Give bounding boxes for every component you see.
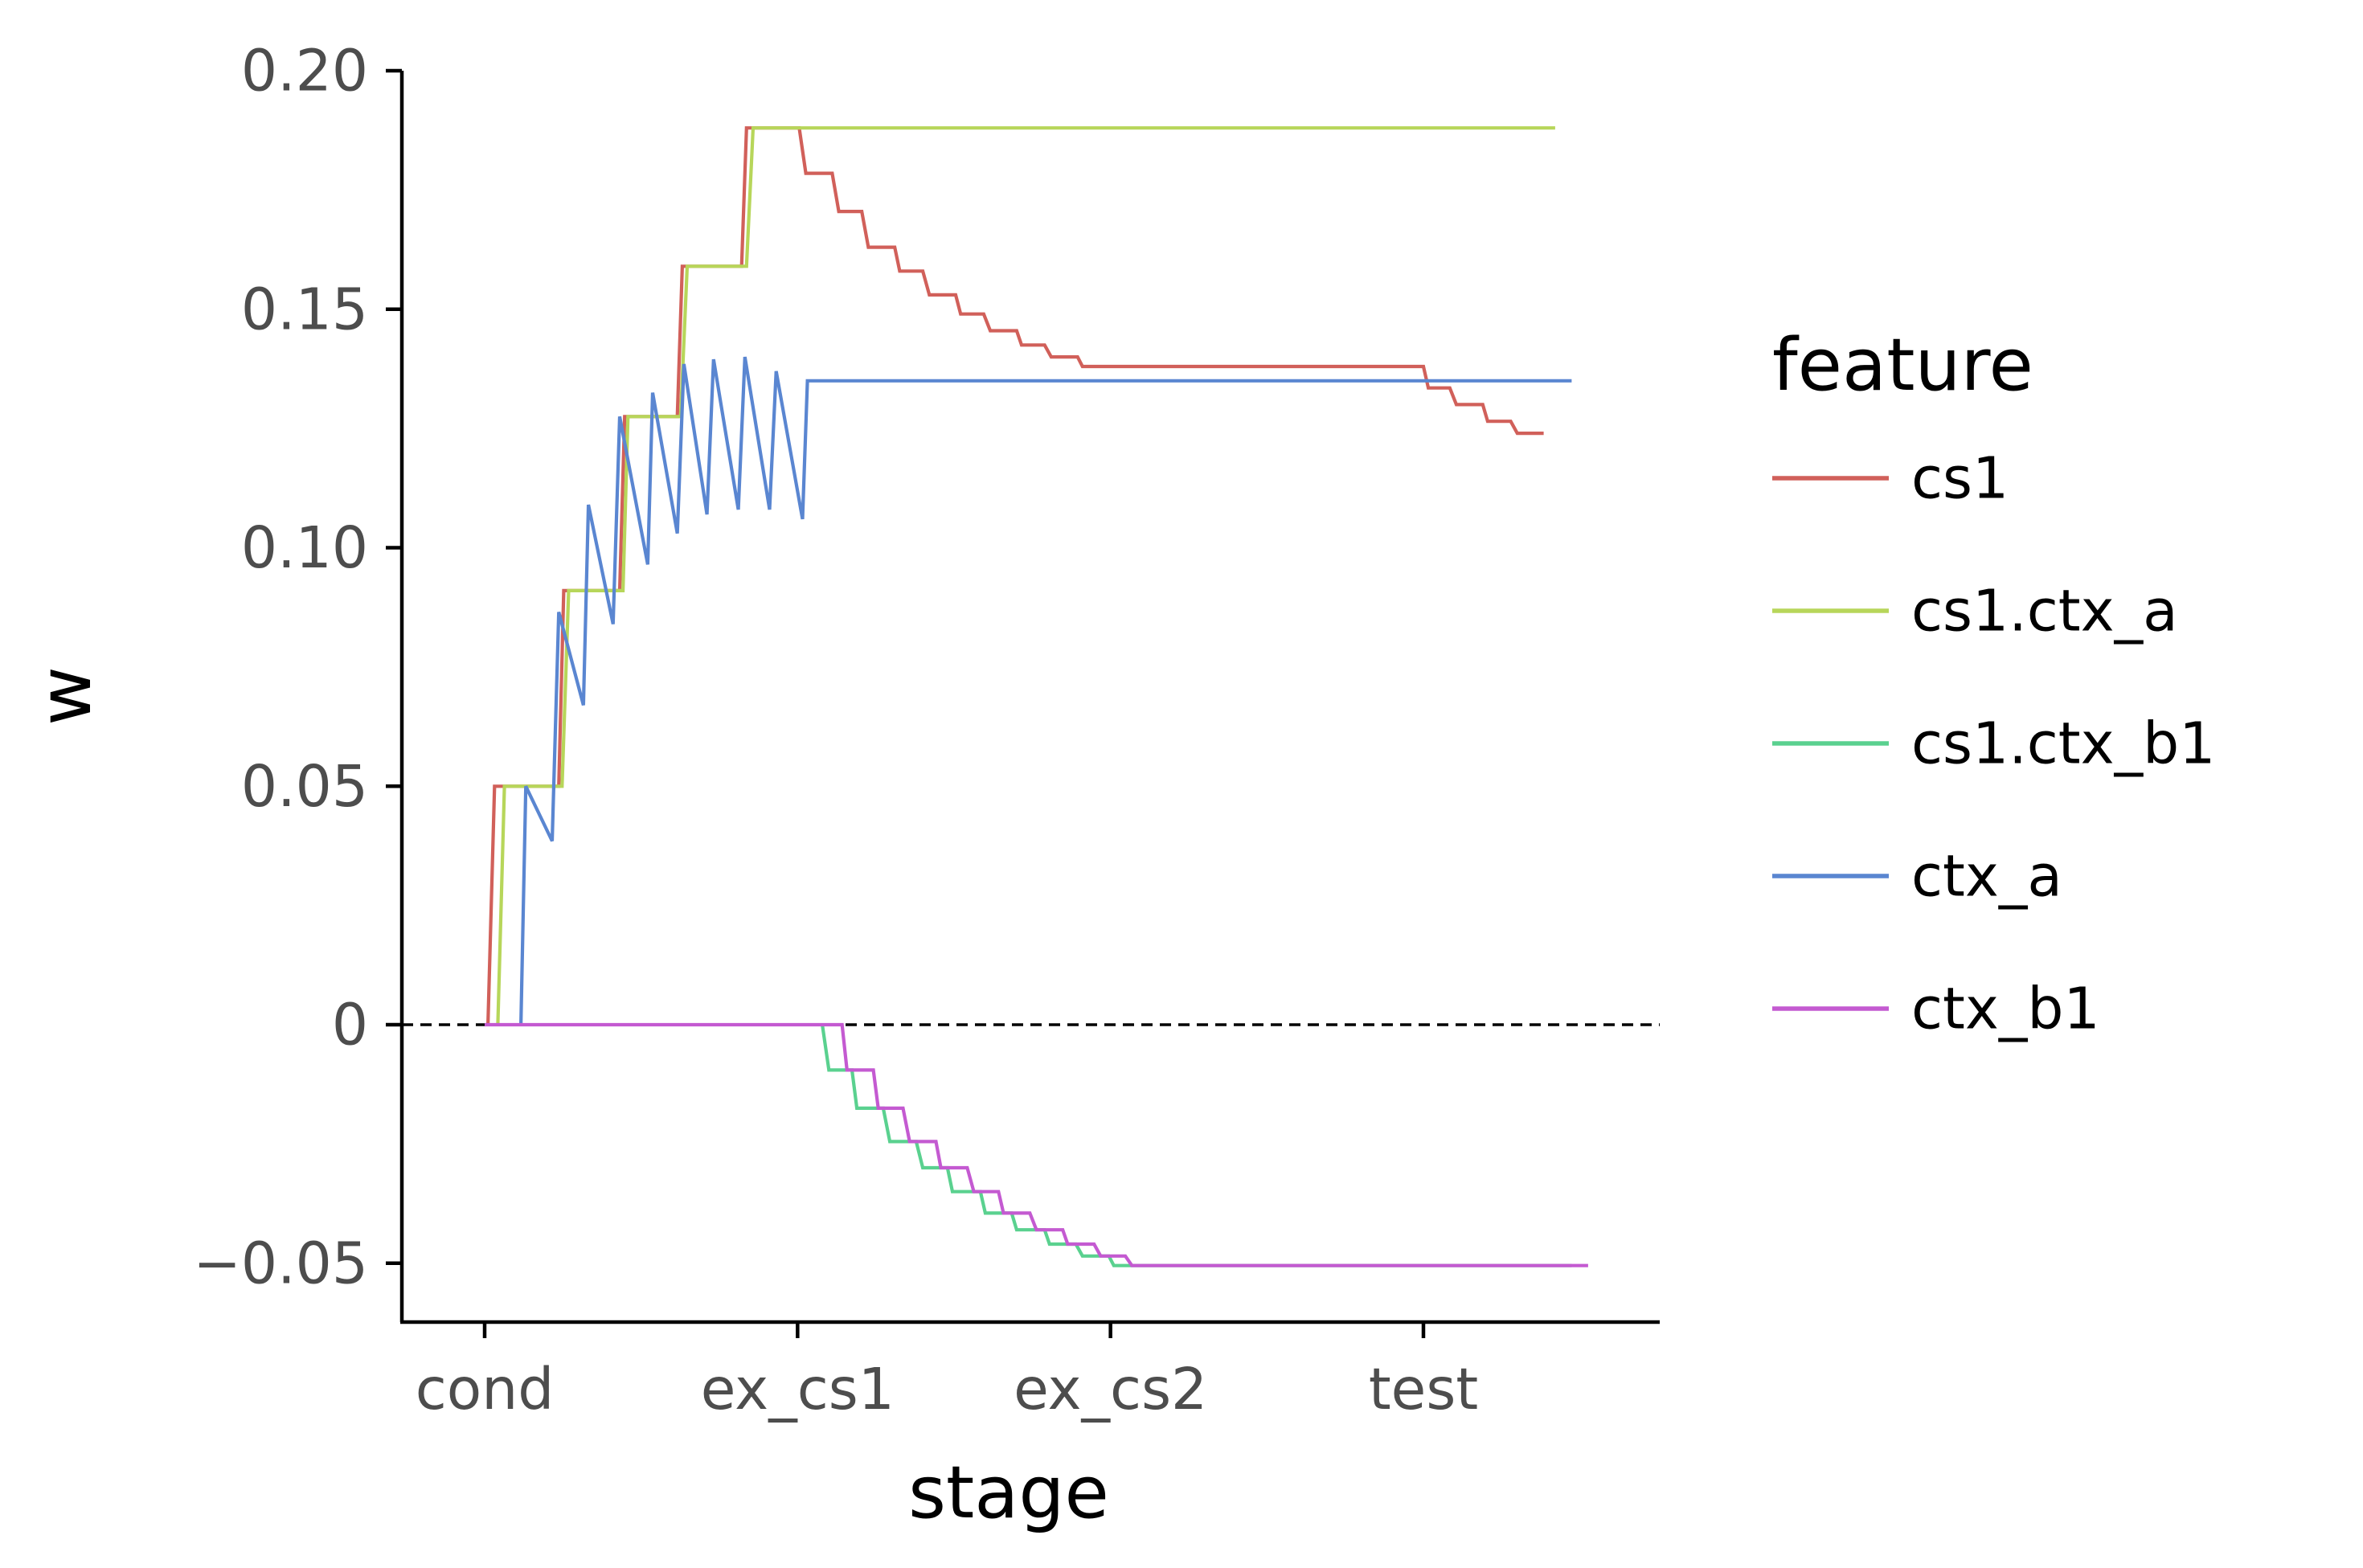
legend-label: cs1	[1911, 445, 2009, 512]
series-line-ctx-b1	[485, 1022, 1588, 1267]
series-line-cs1-ctx-a	[496, 126, 1555, 1026]
legend-label: ctx_b1	[1911, 976, 2100, 1042]
legend-title: feature	[1772, 323, 2033, 407]
y-tick-label: 0.15	[241, 276, 368, 342]
y-tick-label: 0.05	[241, 753, 368, 820]
series-line-cs1-ctx-b1	[821, 1024, 1572, 1267]
y-tick-label: 0	[332, 992, 368, 1058]
legend-label: ctx_a	[1911, 843, 2062, 910]
legend-label: cs1.ctx_b1	[1911, 710, 2215, 777]
axes: 0.20 0.15 0.10 0.05 0 −0.05 cond ex_cs1 ex_cs2 te…	[23, 38, 1660, 1535]
y-tick-label: 0.20	[241, 38, 368, 104]
x-tick-label: ex_cs2	[1014, 1356, 1207, 1423]
y-axis-title: w	[23, 666, 108, 726]
series-line-cs1	[486, 126, 1544, 1026]
x-tick-label: cond	[416, 1356, 555, 1423]
y-tick-label: −0.05	[193, 1230, 368, 1296]
legend-label: cs1.ctx_a	[1911, 578, 2178, 645]
plot-area	[402, 126, 1660, 1267]
series-line-ctx-a	[519, 356, 1572, 1026]
legend: feature cs1 cs1.ctx_a cs1.ctx_b1 ctx_a ctx_b1	[1772, 323, 2215, 1042]
y-tick-label: 0.10	[241, 514, 368, 581]
x-axis-title: stage	[908, 1451, 1109, 1535]
x-tick-label: ex_cs1	[701, 1356, 895, 1423]
x-tick-label: test	[1369, 1356, 1478, 1423]
